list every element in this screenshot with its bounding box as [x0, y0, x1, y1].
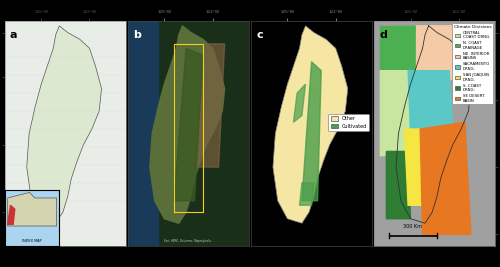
Legend: Other, Cultivated: Other, Cultivated	[328, 114, 370, 131]
Polygon shape	[404, 129, 446, 205]
Polygon shape	[150, 26, 224, 223]
Polygon shape	[174, 48, 203, 201]
Polygon shape	[26, 26, 102, 223]
Polygon shape	[380, 26, 416, 71]
Polygon shape	[302, 62, 321, 201]
Polygon shape	[294, 84, 306, 122]
Text: Esri, HERE, DeLorme, MapmyIndia...: Esri, HERE, DeLorme, MapmyIndia...	[164, 239, 213, 244]
Polygon shape	[420, 122, 471, 234]
Text: d: d	[379, 30, 387, 40]
Polygon shape	[416, 26, 465, 84]
Polygon shape	[128, 21, 158, 246]
Polygon shape	[273, 26, 348, 223]
Text: c: c	[256, 30, 262, 40]
Polygon shape	[380, 71, 410, 156]
Polygon shape	[194, 44, 224, 167]
Legend: CENTRAL
COAST DRNG., N. COAST
DRAINAGE, NE. INTERIOR
BASINS, SACRAMENTO
DRNG., S: CENTRAL COAST DRNG., N. COAST DRAINAGE, …	[452, 23, 493, 104]
Text: b: b	[133, 30, 141, 40]
Text: a: a	[10, 30, 18, 40]
Polygon shape	[408, 71, 453, 134]
Text: 300 Km: 300 Km	[404, 224, 422, 229]
Polygon shape	[300, 183, 314, 205]
Polygon shape	[386, 151, 410, 219]
